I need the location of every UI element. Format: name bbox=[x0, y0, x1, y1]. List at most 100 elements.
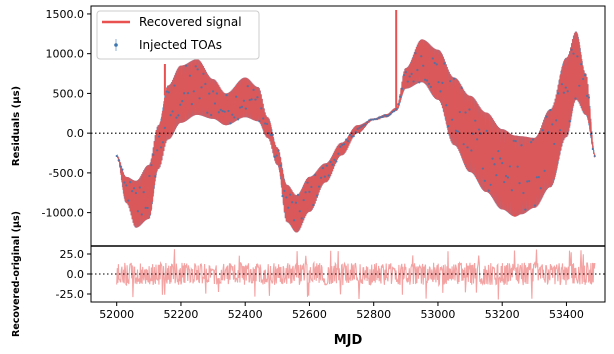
injected-toa-point bbox=[443, 62, 446, 65]
injected-toa-point bbox=[262, 117, 265, 120]
injected-toa-point bbox=[129, 181, 132, 184]
injected-toa-point bbox=[121, 168, 124, 171]
injected-toa-point bbox=[260, 107, 263, 110]
injected-toa-point bbox=[302, 198, 305, 202]
injected-toa-point bbox=[385, 115, 388, 118]
difference-line bbox=[116, 249, 596, 300]
injected-toa-point bbox=[373, 117, 377, 121]
injected-toa-point bbox=[400, 87, 404, 90]
injected-toa-point bbox=[395, 108, 398, 111]
legend: Recovered signal Injected TOAs bbox=[96, 10, 260, 60]
injected-toa-point bbox=[433, 61, 436, 65]
injected-toa-point bbox=[574, 97, 577, 100]
injected-toa-point bbox=[526, 180, 529, 183]
injected-toa-point bbox=[551, 123, 554, 126]
recovered-signal-series bbox=[116, 9, 596, 233]
injected-toa-point bbox=[431, 57, 434, 60]
injected-toa-point bbox=[208, 92, 211, 95]
injected-toa-point bbox=[325, 164, 328, 167]
injected-toa-point bbox=[252, 88, 255, 91]
injected-toa-point bbox=[238, 106, 242, 109]
injected-toa-point bbox=[356, 127, 359, 131]
legend-injected-label: Injected TOAs bbox=[139, 38, 222, 52]
injected-toa-point bbox=[508, 165, 512, 168]
top-y-tick-label: -500.0 bbox=[49, 167, 84, 180]
injected-toa-point bbox=[310, 185, 313, 189]
injected-toa-point bbox=[317, 185, 321, 188]
injected-toa-point bbox=[416, 68, 419, 72]
injected-toa-point bbox=[379, 116, 382, 119]
injected-toa-point bbox=[541, 129, 544, 132]
injected-toa-point bbox=[275, 154, 278, 157]
injected-toa-point bbox=[493, 163, 496, 166]
injected-toa-point bbox=[587, 96, 591, 99]
injected-toa-point bbox=[393, 110, 396, 113]
injected-toa-point bbox=[474, 119, 477, 122]
injected-toa-point bbox=[483, 179, 486, 182]
bottom-y-ticks: 25.0 0.0 -25.0 bbox=[56, 248, 91, 301]
injected-toa-point bbox=[179, 103, 182, 106]
injected-toa-point bbox=[131, 189, 134, 193]
injected-toa-point bbox=[539, 187, 542, 190]
injected-toa-point bbox=[237, 118, 240, 121]
injected-toa-point bbox=[341, 143, 344, 146]
injected-toa-point bbox=[371, 118, 375, 121]
injected-toa-point bbox=[410, 72, 413, 75]
injected-toa-point bbox=[319, 176, 323, 179]
injected-toa-point bbox=[418, 81, 421, 84]
injected-toa-point bbox=[339, 145, 342, 148]
injected-toa-point bbox=[158, 135, 161, 138]
injected-toa-point bbox=[233, 116, 236, 119]
legend-box bbox=[96, 10, 260, 60]
injected-toa-point bbox=[134, 191, 138, 195]
injected-toa-point bbox=[499, 157, 502, 160]
injected-toa-point bbox=[279, 164, 282, 167]
injected-toa-point bbox=[530, 141, 533, 144]
injected-toa-point bbox=[312, 203, 315, 207]
injected-toa-point bbox=[229, 122, 232, 125]
injected-toa-point bbox=[348, 133, 352, 136]
injected-toa-point bbox=[454, 129, 458, 132]
injected-toa-point bbox=[460, 86, 463, 90]
injected-toa-point bbox=[477, 128, 481, 131]
injected-toa-point bbox=[504, 174, 508, 178]
bottom-y-tick-label: -25.0 bbox=[56, 288, 84, 301]
x-tick-label: 52400 bbox=[228, 308, 263, 321]
injected-toa-point bbox=[370, 118, 373, 121]
injected-toa-point bbox=[549, 108, 552, 112]
injected-toa-point bbox=[183, 92, 186, 95]
injected-toa-point bbox=[235, 95, 238, 98]
difference-panel: 25.0 0.0 -25.0 52000 52200 52400 52600 52800 53… bbox=[11, 211, 606, 348]
injected-toa-point bbox=[287, 206, 290, 209]
injected-toa-point bbox=[366, 121, 369, 124]
injected-toa-point bbox=[354, 130, 357, 133]
injected-toa-point bbox=[566, 90, 569, 93]
injected-toa-points bbox=[115, 48, 596, 222]
injected-toa-point bbox=[117, 159, 120, 162]
injected-toa-point bbox=[265, 122, 269, 126]
injected-toa-point bbox=[476, 138, 479, 141]
injected-toa-point bbox=[171, 110, 174, 113]
injected-toa-point bbox=[522, 191, 525, 195]
injected-toa-point bbox=[350, 135, 353, 138]
injected-toa-point bbox=[304, 191, 307, 194]
injected-toa-point bbox=[389, 113, 392, 116]
x-ticks: 52000 52200 52400 52600 52800 53000 53200 53400 bbox=[99, 302, 584, 321]
injected-toa-point bbox=[358, 126, 361, 129]
injected-toa-point bbox=[398, 95, 402, 98]
x-tick-label: 53000 bbox=[420, 308, 455, 321]
injected-toa-point bbox=[344, 138, 348, 141]
injected-toa-point bbox=[289, 193, 292, 196]
injected-toa-point bbox=[181, 100, 184, 103]
bottom-y-axis-label: Recovered-original (μs) bbox=[11, 211, 22, 337]
top-y-tick-label: 1500.0 bbox=[46, 8, 85, 21]
injected-toa-point bbox=[510, 189, 513, 192]
top-y-axis-label: Residuals (μs) bbox=[11, 86, 22, 166]
injected-toa-point bbox=[167, 91, 170, 94]
injected-toa-point bbox=[154, 175, 157, 178]
injected-toa-point bbox=[360, 125, 363, 128]
injected-toa-point bbox=[186, 92, 190, 95]
injected-toa-point bbox=[273, 155, 276, 158]
injected-toa-point bbox=[572, 52, 575, 55]
injected-toa-point bbox=[202, 72, 205, 75]
